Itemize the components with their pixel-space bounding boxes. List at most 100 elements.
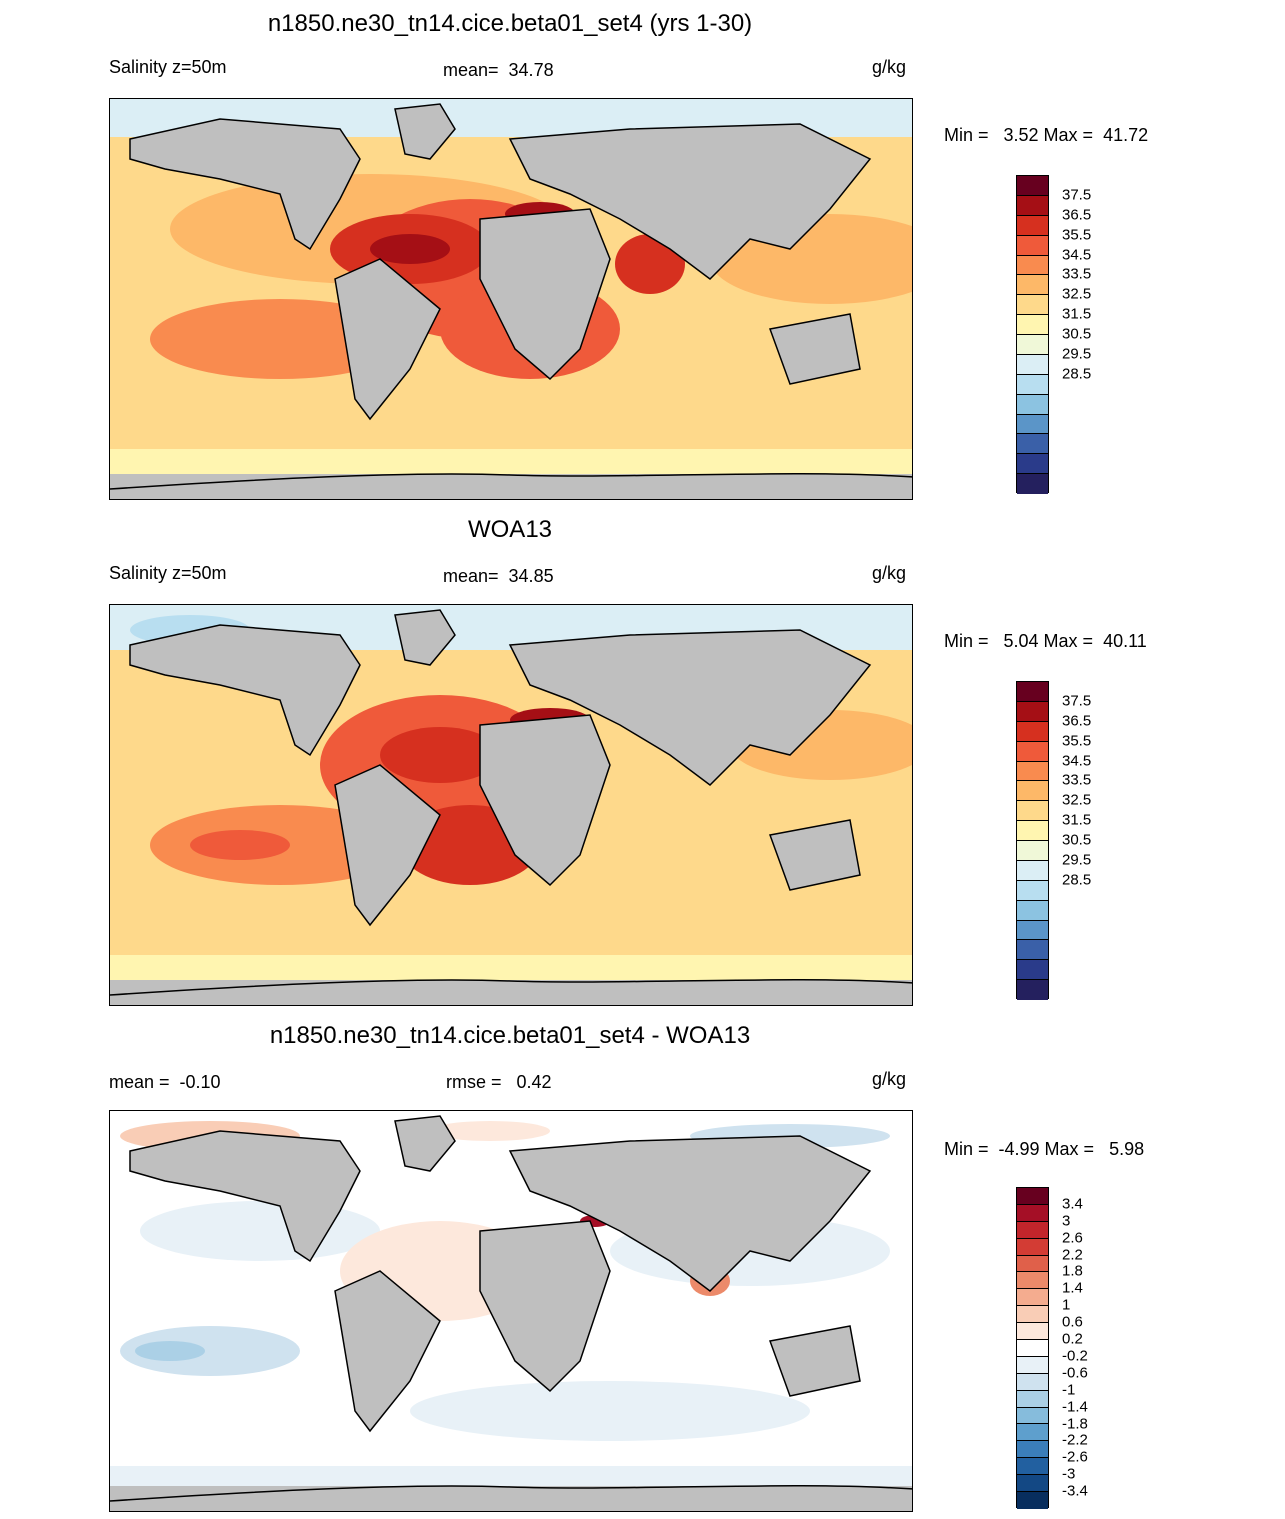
colorbar-box: [1017, 1356, 1048, 1374]
colorbar-tick-label: 32.5: [1062, 791, 1092, 809]
units-label: g/kg: [872, 563, 907, 583]
colorbar-tick-label: 2.6: [1062, 1229, 1083, 1247]
colorbar-tick-label: 31.5: [1062, 305, 1092, 323]
variable-label: Salinity z=50m: [109, 57, 227, 77]
map-svg: [110, 99, 912, 499]
colorbar-box: [1017, 1492, 1048, 1509]
colorbar-tick-label: -3.4: [1062, 1482, 1088, 1500]
colorbar-box: [1017, 1238, 1048, 1256]
colorbar-tick-label: 3: [1062, 1212, 1071, 1230]
colorbar-tick-label: -2.6: [1062, 1448, 1088, 1466]
colorbar-box: [1017, 354, 1048, 375]
colorbar: [1016, 175, 1049, 494]
units-label: g/kg: [872, 57, 907, 77]
colorbar-box: [1017, 1373, 1048, 1391]
map-svg: [110, 605, 912, 1005]
colorbar-tick-label: 1.8: [1062, 1262, 1083, 1280]
colorbar-box: [1017, 1306, 1048, 1324]
mean-label: mean= 34.78: [443, 60, 554, 80]
colorbar-tick-label: 36.5: [1062, 206, 1092, 224]
colorbar-box: [1017, 841, 1048, 861]
colorbar-box: [1017, 275, 1048, 296]
colorbar-tick-label: 0.2: [1062, 1330, 1083, 1348]
colorbar-box: [1017, 335, 1048, 355]
colorbar-box: [1017, 960, 1048, 981]
colorbar-box: [1017, 414, 1048, 435]
colorbar-tick-label: 34.5: [1062, 752, 1092, 769]
colorbar-tick-label: 36.5: [1062, 712, 1092, 730]
colorbar-box: [1017, 215, 1048, 236]
colorbar-box: [1017, 1390, 1048, 1408]
min-max-label: Min = 3.52 Max = 41.72: [944, 125, 1149, 145]
colorbar-box: [1017, 195, 1048, 216]
colorbar-box: [1017, 1323, 1048, 1341]
colorbar-tick-label: 33.5: [1062, 265, 1092, 283]
colorbar-box: [1017, 434, 1048, 455]
min-max-label: Min = 5.04 Max = 40.11: [944, 631, 1147, 651]
colorbar-box: [1017, 761, 1048, 782]
colorbar-tick-label: 31.5: [1062, 811, 1092, 829]
colorbar-tick-label: 28.5: [1062, 871, 1092, 889]
colorbar-box: [1017, 235, 1048, 256]
colorbar-box: [1017, 701, 1048, 722]
colorbar-tick-label: -1.4: [1062, 1398, 1088, 1416]
colorbar-box: [1017, 781, 1048, 802]
colorbar-box: [1017, 1204, 1048, 1222]
colorbar-tick-label: 28.5: [1062, 365, 1092, 383]
map-svg: [110, 1111, 912, 1511]
colorbar-box: [1017, 721, 1048, 742]
colorbar-box: [1017, 821, 1048, 841]
colorbar-box: [1017, 860, 1048, 881]
colorbar-box: [1017, 1188, 1048, 1205]
colorbar-box: [1017, 1475, 1048, 1493]
colorbar-box: [1017, 1458, 1048, 1476]
colorbar-tick-label: 33.5: [1062, 771, 1092, 789]
colorbar-box: [1017, 374, 1048, 395]
colorbar-box: [1017, 980, 1048, 1000]
colorbar-tick-label: -0.6: [1062, 1364, 1088, 1382]
colorbar-tick-label: -2.2: [1062, 1431, 1088, 1449]
colorbar-box: [1017, 176, 1048, 196]
colorbar: [1016, 1187, 1049, 1509]
colorbar-box: [1017, 255, 1048, 276]
colorbar-box: [1017, 1424, 1048, 1442]
colorbar-box: [1017, 1255, 1048, 1273]
colorbar-tick-label: -3: [1062, 1465, 1076, 1483]
colorbar-box: [1017, 801, 1048, 822]
mean-label: mean= 34.85: [443, 566, 554, 586]
colorbar-tick-label: 30.5: [1062, 325, 1092, 343]
colorbar-box: [1017, 1407, 1048, 1425]
panel-title: n1850.ne30_tn14.cice.beta01_set4 - WOA13: [269, 1022, 751, 1049]
colorbar-tick-label: 32.5: [1062, 285, 1092, 303]
colorbar-tick-label: 2.2: [1062, 1246, 1083, 1264]
colorbar-box: [1017, 315, 1048, 335]
colorbar-box: [1017, 920, 1048, 941]
salinity-map: [109, 604, 913, 1006]
colorbar-box: [1017, 1272, 1048, 1290]
colorbar-tick-label: -0.2: [1062, 1347, 1088, 1365]
colorbar: [1016, 681, 1049, 1000]
colorbar-box: [1017, 1221, 1048, 1239]
mean-label: mean = -0.10: [109, 1072, 221, 1092]
colorbar-tick-label: -1: [1062, 1381, 1076, 1399]
variable-label: Salinity z=50m: [109, 563, 227, 583]
rmse-label: rmse = 0.42: [446, 1072, 552, 1092]
colorbar-tick-label: 35.5: [1062, 226, 1092, 244]
colorbar-tick-label: 37.5: [1062, 186, 1092, 204]
colorbar-box: [1017, 474, 1048, 494]
colorbar-box: [1017, 940, 1048, 961]
colorbar-tick-label: 34.5: [1062, 246, 1092, 263]
min-max-label: Min = -4.99 Max = 5.98: [944, 1139, 1145, 1159]
colorbar-box: [1017, 1289, 1048, 1307]
colorbar-box: [1017, 682, 1048, 702]
colorbar-box: [1017, 900, 1048, 921]
colorbar-tick-label: 30.5: [1062, 831, 1092, 849]
colorbar-box: [1017, 1340, 1048, 1357]
colorbar-tick-label: 1: [1062, 1296, 1071, 1314]
colorbar-tick-label: 3.4: [1062, 1195, 1083, 1213]
colorbar-tick-label: -1.8: [1062, 1415, 1088, 1433]
colorbar-box: [1017, 741, 1048, 762]
colorbar-tick-label: 1.4: [1062, 1279, 1083, 1297]
colorbar-tick-label: 29.5: [1062, 345, 1092, 363]
colorbar-box: [1017, 394, 1048, 415]
